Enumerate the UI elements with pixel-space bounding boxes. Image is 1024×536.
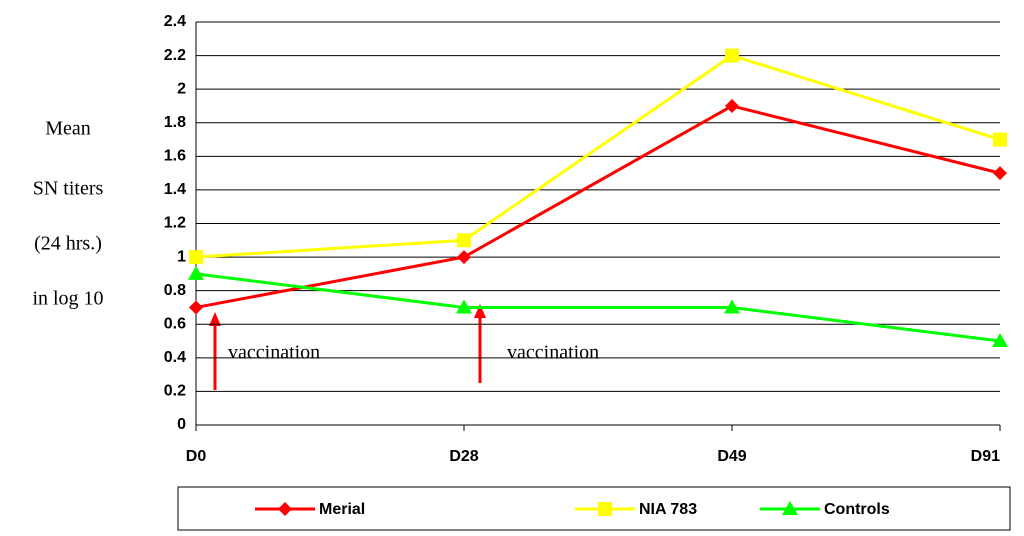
marker bbox=[188, 265, 204, 280]
y-tick-label: 0 bbox=[177, 416, 186, 433]
marker bbox=[457, 233, 471, 248]
y-tick-label: 1.2 bbox=[164, 215, 186, 232]
series-line bbox=[195, 53, 1001, 259]
y-tick-label: 0.8 bbox=[164, 282, 186, 299]
y-tick-label: 2.2 bbox=[164, 47, 186, 64]
y-tick-label: 1.6 bbox=[164, 148, 186, 165]
y-tick-label: 2 bbox=[177, 80, 186, 97]
y-tick-label: 1 bbox=[177, 248, 186, 265]
y-axis-label: in log 10 bbox=[32, 288, 103, 310]
y-tick-label: 0.2 bbox=[164, 383, 186, 400]
annotation: vaccination bbox=[228, 342, 320, 364]
marker bbox=[782, 501, 798, 515]
y-axis-label: Mean bbox=[45, 118, 91, 140]
legend-label: Controls bbox=[824, 501, 890, 518]
y-tick-label: 0.6 bbox=[164, 315, 186, 332]
arrow-head bbox=[209, 312, 221, 326]
y-tick-label: 0.4 bbox=[164, 349, 186, 366]
marker bbox=[278, 502, 292, 516]
y-axis-label: (24 hrs.) bbox=[34, 233, 102, 255]
y-axis-label: SN titers bbox=[33, 178, 104, 200]
marker bbox=[993, 166, 1007, 181]
legend-label: Merial bbox=[319, 501, 365, 518]
marker bbox=[993, 132, 1007, 147]
series-line bbox=[195, 104, 1001, 309]
marker bbox=[725, 98, 739, 113]
y-tick-label: 1.4 bbox=[164, 181, 186, 198]
series-line bbox=[195, 272, 1001, 343]
y-tick-label: 2.4 bbox=[164, 13, 186, 30]
arrow-head bbox=[474, 304, 486, 318]
marker bbox=[598, 502, 612, 516]
marker bbox=[189, 250, 203, 265]
marker bbox=[456, 299, 472, 314]
x-tick-label: D49 bbox=[717, 448, 746, 465]
marker bbox=[189, 300, 203, 315]
x-tick-label: D91 bbox=[971, 448, 1000, 465]
x-tick-label: D0 bbox=[186, 448, 207, 465]
legend-label: NIA 783 bbox=[639, 501, 697, 518]
marker bbox=[725, 48, 739, 63]
x-tick-label: D28 bbox=[449, 448, 478, 465]
annotation: vaccination bbox=[507, 342, 599, 364]
y-tick-label: 1.8 bbox=[164, 114, 186, 131]
marker bbox=[724, 299, 740, 314]
marker bbox=[457, 250, 471, 265]
marker bbox=[992, 333, 1008, 348]
